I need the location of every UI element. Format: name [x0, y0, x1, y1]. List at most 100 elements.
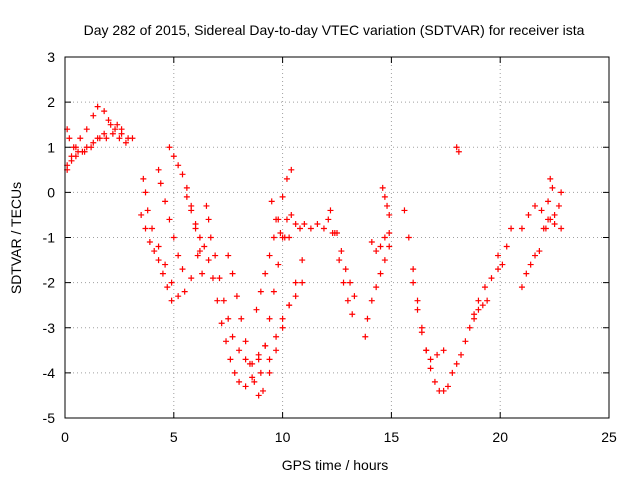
data-point [196, 234, 203, 241]
data-point [168, 279, 175, 286]
data-point [551, 220, 558, 227]
data-point [440, 347, 447, 354]
data-point [199, 270, 206, 277]
x-tick-label: 0 [61, 429, 69, 445]
data-point [249, 374, 256, 381]
data-point [279, 324, 286, 331]
data-point [523, 270, 530, 277]
data-point [214, 297, 221, 304]
data-point [386, 243, 393, 250]
data-point [112, 126, 119, 133]
data-point [532, 202, 539, 209]
data-point [225, 252, 232, 259]
data-point [218, 320, 225, 327]
data-point [105, 117, 112, 124]
data-point [547, 175, 554, 182]
data-point [466, 324, 473, 331]
data-point [558, 225, 565, 232]
data-point [168, 297, 175, 304]
series-n [268, 198, 293, 241]
data-point [268, 198, 275, 205]
data-point [77, 135, 84, 142]
data-point [547, 216, 554, 223]
series-o [301, 216, 336, 236]
data-point [364, 315, 371, 322]
data-point [273, 216, 280, 223]
data-point [279, 193, 286, 200]
data-point [401, 207, 408, 214]
data-point [423, 347, 430, 354]
data-point [479, 302, 486, 309]
data-point [440, 387, 447, 394]
data-point [212, 252, 219, 259]
data-point [301, 220, 308, 227]
data-point [414, 297, 421, 304]
series-k [257, 211, 304, 376]
data-point [201, 243, 208, 250]
x-tick-label: 10 [275, 429, 291, 445]
data-point [81, 148, 88, 155]
data-point [68, 157, 75, 164]
series-p [327, 207, 356, 318]
data-point [381, 193, 388, 200]
data-point [205, 257, 212, 264]
data-point [262, 270, 269, 277]
data-point [458, 351, 465, 358]
data-point [342, 266, 349, 273]
y-tick-label: -2 [43, 275, 56, 291]
data-point [66, 135, 73, 142]
series-e [138, 211, 175, 304]
y-tick-label: -3 [43, 320, 56, 336]
data-point [427, 365, 434, 372]
data-point [327, 207, 334, 214]
data-point [257, 369, 264, 376]
data-point [377, 243, 384, 250]
data-point [142, 189, 149, 196]
data-point [83, 126, 90, 133]
data-point [532, 252, 539, 259]
data-point [384, 202, 391, 209]
chart-title: Day 282 of 2015, Sidereal Day-to-day VTE… [84, 22, 585, 38]
data-point [179, 171, 186, 178]
data-point [203, 202, 210, 209]
data-point [536, 248, 543, 255]
data-point [418, 329, 425, 336]
data-point [229, 333, 236, 340]
data-point [525, 211, 532, 218]
data-point [340, 279, 347, 286]
data-point [70, 144, 77, 151]
data-point [538, 207, 545, 214]
data-point [255, 356, 262, 363]
data-point [444, 383, 451, 390]
data-point [175, 162, 182, 169]
series-x [495, 225, 515, 268]
data-point [170, 153, 177, 160]
data-point [405, 234, 412, 241]
data-point [220, 297, 227, 304]
data-point [257, 288, 264, 295]
data-point [162, 198, 169, 205]
data-point [299, 279, 306, 286]
data-point [181, 288, 188, 295]
data-point [279, 315, 286, 322]
plot-frame [64, 56, 610, 419]
data-point [94, 103, 101, 110]
data-point [183, 193, 190, 200]
data-point [414, 306, 421, 313]
data-point [223, 338, 230, 345]
data-point [381, 234, 388, 241]
data-point [238, 315, 245, 322]
data-point [179, 266, 186, 273]
data-point [455, 148, 462, 155]
x-tick-label: 15 [384, 429, 400, 445]
data-point [368, 239, 375, 246]
data-point [558, 189, 565, 196]
data-point [386, 211, 393, 218]
data-point [262, 342, 269, 349]
data-point [207, 234, 214, 241]
data-point [292, 293, 299, 300]
series-v [410, 279, 447, 363]
data-point [233, 293, 240, 300]
data-point [88, 144, 95, 151]
